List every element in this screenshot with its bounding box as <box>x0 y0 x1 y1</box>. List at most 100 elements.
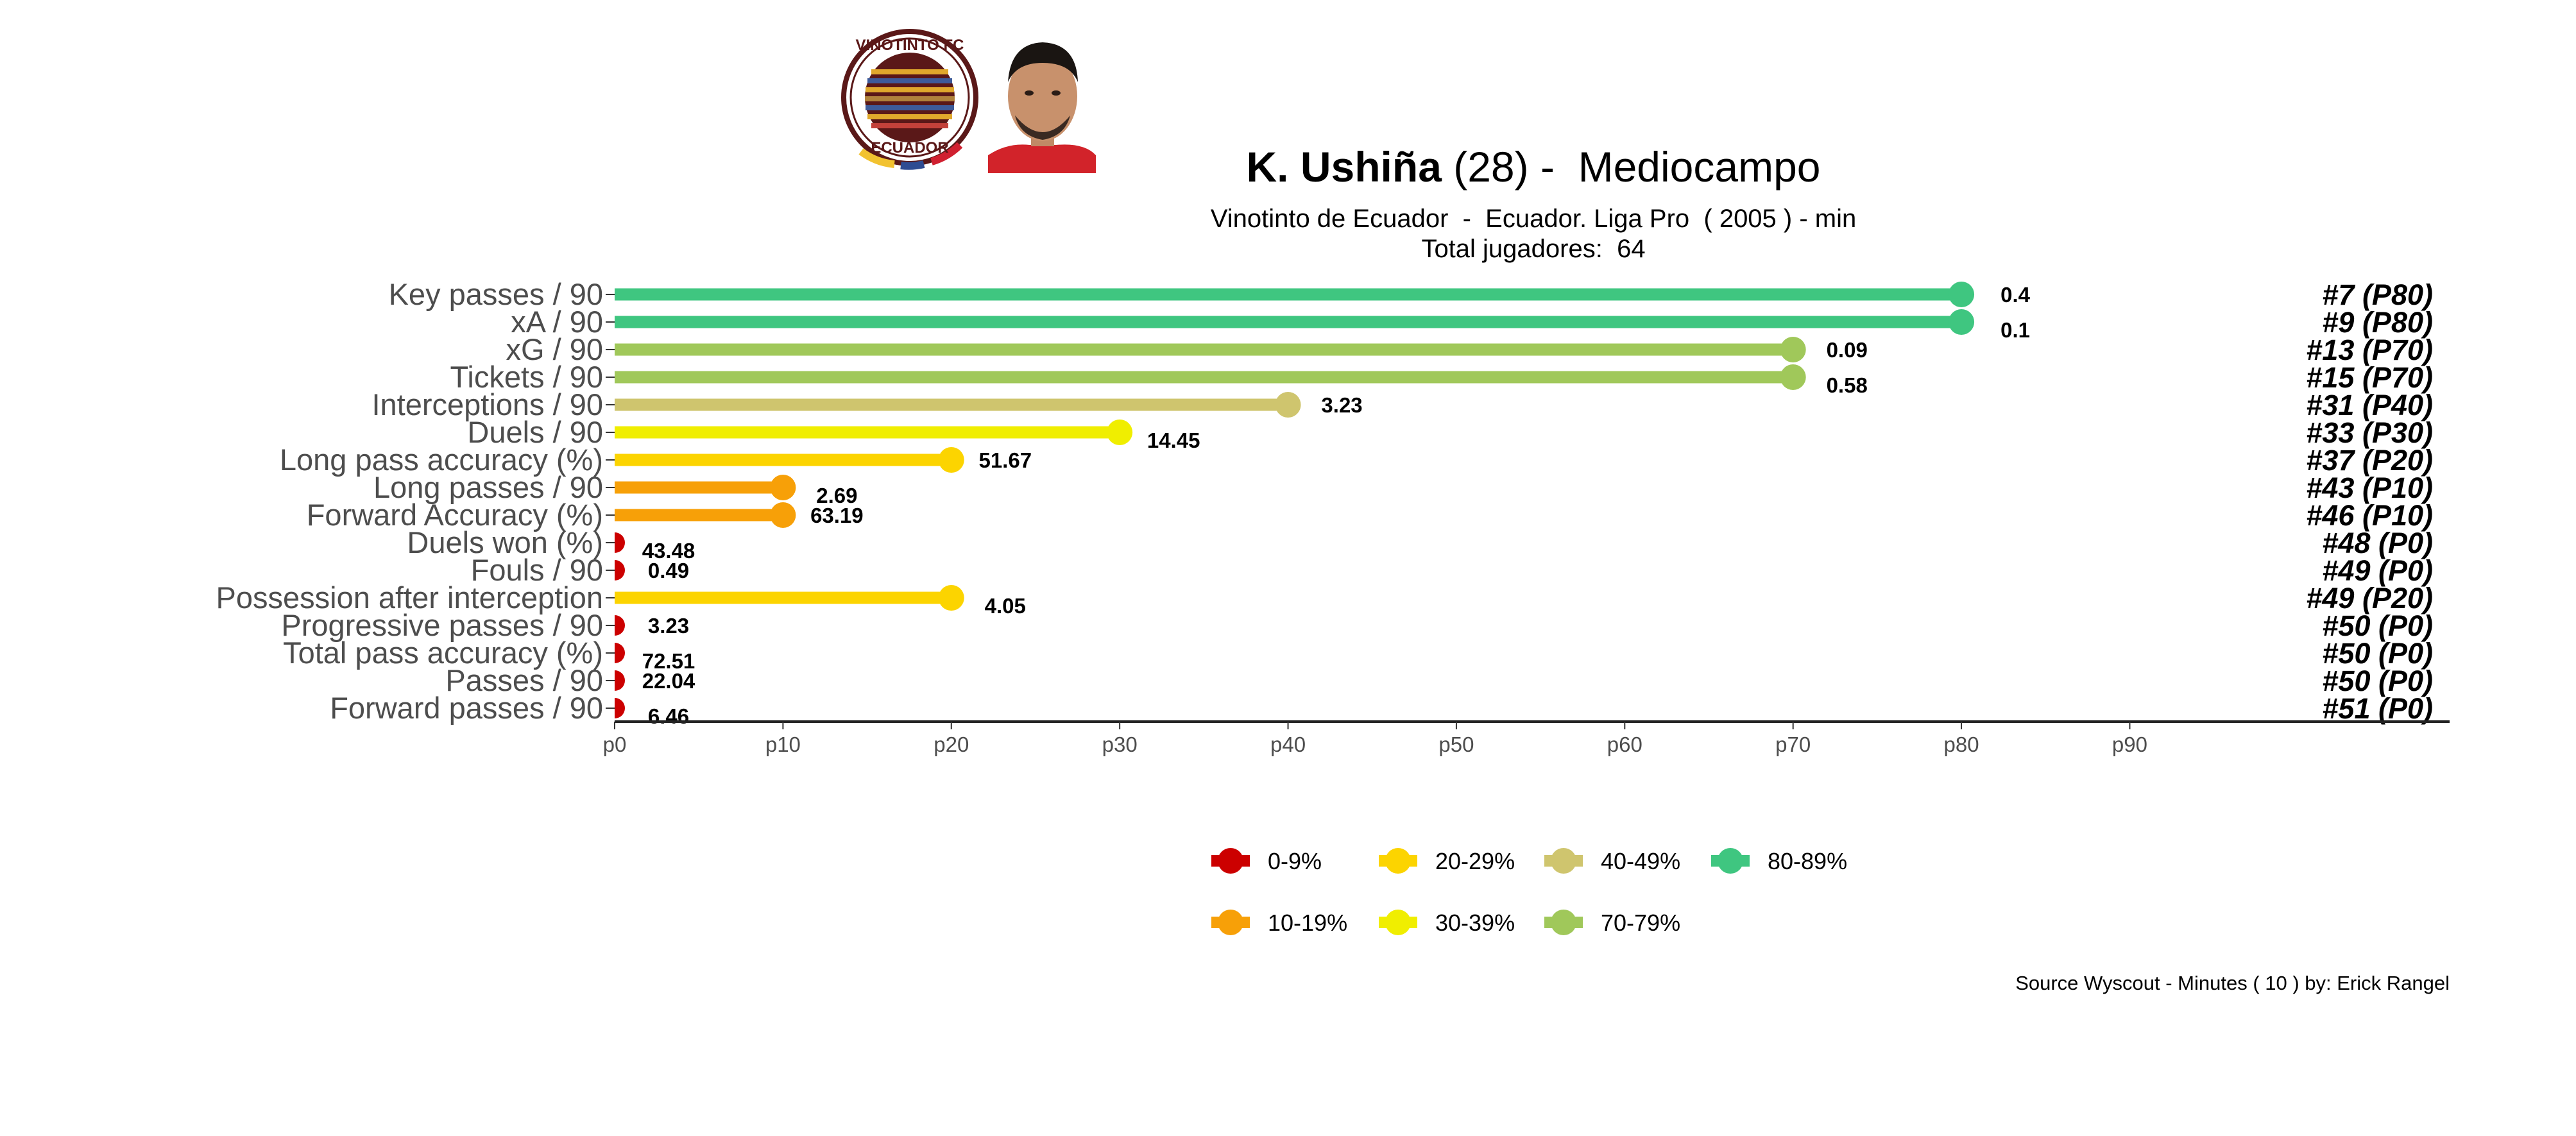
title-separator: - <box>1529 143 1578 191</box>
legend-item: 40-49% <box>1544 848 1680 874</box>
x-tick-label: p20 <box>934 733 969 756</box>
category-label: Key passes / 90 <box>389 277 603 311</box>
category-label: Possession after interception <box>216 581 604 615</box>
value-label: 14.45 <box>1147 428 1200 452</box>
value-label: 6.46 <box>648 704 689 728</box>
x-tick-label: p40 <box>1270 733 1306 756</box>
category-label: Long pass accuracy (%) <box>280 443 603 477</box>
value-label: 0.58 <box>1827 373 1868 397</box>
rank-label: #50 (P0) <box>2322 637 2433 670</box>
category-label: xA / 90 <box>511 305 603 339</box>
value-label: 0.49 <box>648 559 689 582</box>
legend-swatch-point <box>1385 910 1411 935</box>
plot-area: Key passes / 90 0.4 #7 (P80) xA / 90 0.1 #9 (… <box>216 277 2434 728</box>
value-label: 22.04 <box>642 669 695 693</box>
lollipop-point <box>1949 309 1975 335</box>
lollipop-point <box>770 475 796 500</box>
legend-label: 80-89% <box>1768 848 1847 874</box>
legend-item: 20-29% <box>1379 848 1515 874</box>
category-label: Passes / 90 <box>445 663 603 697</box>
club-badge: VINOTINTO FC ECUADOR <box>841 29 978 170</box>
legend-label: 40-49% <box>1601 848 1680 874</box>
chart-subtitle: Vinotinto de Ecuador - Ecuador. Liga Pro… <box>1211 205 1856 233</box>
source-caption: Source Wyscout - Minutes ( 10 ) by: Eric… <box>2015 972 2450 994</box>
legend-swatch-point <box>1718 848 1743 874</box>
value-label: 2.69 <box>816 484 857 507</box>
rank-label: #50 (P0) <box>2322 665 2433 697</box>
x-tick-label: p50 <box>1438 733 1474 756</box>
legend-swatch-point <box>1551 910 1576 935</box>
value-label: 63.19 <box>810 504 864 527</box>
lollipop-point <box>938 447 964 473</box>
value-label: 72.51 <box>642 649 695 673</box>
category-label: xG / 90 <box>506 332 603 366</box>
x-tick-label: p0 <box>603 733 627 756</box>
category-label: Interceptions / 90 <box>371 387 603 421</box>
lollipop-point <box>938 585 964 611</box>
legend-label: 70-79% <box>1601 910 1680 936</box>
value-label: 0.1 <box>2000 318 2030 342</box>
x-tick-label: p60 <box>1607 733 1642 756</box>
category-label: Long passes / 90 <box>373 470 603 504</box>
player-age: (28) <box>1453 143 1528 191</box>
legend-item: 0-9% <box>1211 848 1322 874</box>
badge-stripes <box>865 69 955 128</box>
category-label: Tickets / 90 <box>450 360 603 394</box>
legend-swatch-point <box>1385 848 1411 874</box>
lollipop-point <box>615 560 625 581</box>
rank-label: #15 (P70) <box>2306 361 2433 394</box>
player-position: Mediocampo <box>1578 143 1821 191</box>
lollipop-point <box>1107 420 1133 445</box>
legend-item: 10-19% <box>1211 910 1347 936</box>
value-label: 3.23 <box>1321 393 1362 417</box>
rank-label: #13 (P70) <box>2306 334 2433 366</box>
category-label: Forward Accuracy (%) <box>307 498 603 532</box>
rank-label: #49 (P0) <box>2322 554 2433 587</box>
lollipop-point <box>770 502 796 528</box>
rank-label: #31 (P40) <box>2306 389 2433 421</box>
lollipop-point <box>615 670 625 691</box>
value-label: 0.09 <box>1827 338 1868 362</box>
legend: 0-9% 10-19% 20-29% 30-39% 40-49% 70-79% 80-89% <box>1211 848 1847 936</box>
rank-label: #43 (P10) <box>2306 471 2433 504</box>
rank-label: #9 (P80) <box>2322 306 2433 339</box>
lollipop-point <box>1949 282 1975 307</box>
category-label: Progressive passes / 90 <box>281 608 603 642</box>
category-label: Duels / 90 <box>467 415 603 449</box>
rank-label: #48 (P0) <box>2322 527 2433 559</box>
value-label: 4.05 <box>985 594 1026 618</box>
rank-label: #33 (P30) <box>2306 416 2433 449</box>
lollipop-point <box>615 532 625 553</box>
badge-top-text: VINOTINTO FC <box>856 37 964 54</box>
value-label: 3.23 <box>648 614 689 638</box>
x-axis: p0 p10 p20 p30 p40 p50 p60 p70 p80 p90 <box>603 720 2450 756</box>
lollipop-point <box>1780 364 1806 390</box>
value-label: 51.67 <box>978 448 1032 472</box>
category-label: Fouls / 90 <box>471 553 603 587</box>
value-label: 0.4 <box>2000 283 2031 307</box>
legend-item: 30-39% <box>1379 910 1515 936</box>
rank-label: #37 (P20) <box>2306 444 2433 477</box>
legend-label: 10-19% <box>1268 910 1347 936</box>
x-tick-label: p30 <box>1102 733 1138 756</box>
x-tick-label: p90 <box>2112 733 2147 756</box>
legend-swatch-point <box>1218 910 1243 935</box>
legend-item: 70-79% <box>1544 910 1680 936</box>
category-label: Total pass accuracy (%) <box>283 636 603 670</box>
value-label: 43.48 <box>642 539 695 563</box>
player-name: K. Ushiña <box>1247 143 1443 191</box>
legend-label: 30-39% <box>1435 910 1515 936</box>
legend-label: 0-9% <box>1268 848 1322 874</box>
legend-item: 80-89% <box>1711 848 1847 874</box>
x-tick-label: p80 <box>1944 733 1979 756</box>
player-photo <box>987 33 1097 173</box>
legend-swatch-point <box>1218 848 1243 874</box>
lollipop-point <box>615 615 625 636</box>
chart-title: K. Ushiña (28) - Mediocampo <box>1247 143 1821 191</box>
rank-label: #7 (P80) <box>2322 278 2433 311</box>
x-tick-label: p10 <box>765 733 801 756</box>
category-label: Duels won (%) <box>407 525 603 559</box>
legend-swatch-point <box>1551 848 1576 874</box>
lollipop-point <box>615 698 625 718</box>
